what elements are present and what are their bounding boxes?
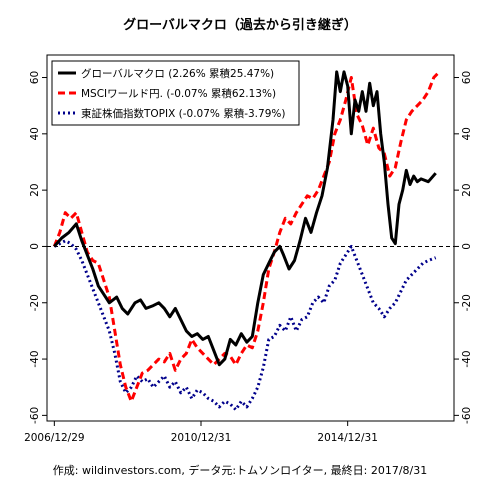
axes-layer: -60 -60 -40 -40 -20 -20 0 0 20 20 40 40 60 60 2006/12/… <box>24 71 473 444</box>
y-tick-label-right: -40 <box>461 350 473 367</box>
y-tick-label-left: -40 <box>29 350 41 367</box>
y-tick-label-left: -60 <box>29 407 41 424</box>
y-tick-label-left: 40 <box>29 127 41 140</box>
y-tick-label-left: 20 <box>29 183 41 196</box>
series-layer <box>52 70 441 412</box>
series-line-global-macro <box>53 70 437 367</box>
series-line-topix <box>53 239 437 412</box>
x-tick-label: 2014/12/31 <box>317 432 378 444</box>
legend-label-msci-world: MSCIワールド円. (-0.07% 累積62.13%) <box>81 87 276 100</box>
legend-box <box>51 60 300 126</box>
y-tick-label-right: -60 <box>461 407 473 424</box>
plot-frame <box>46 54 455 422</box>
legend: グローバルマクロ (2.26% 累積25.47%) MSCIワールド円. (-0… <box>51 60 300 126</box>
legend-label-topix: 東証株価指数TOPIX (-0.07% 累積-3.79%) <box>81 107 285 120</box>
y-tick-label-left: 0 <box>29 243 41 250</box>
y-tick-label-left: -20 <box>29 294 41 311</box>
x-tick-label: 2006/12/29 <box>24 432 85 444</box>
y-tick-label-right: 60 <box>461 71 473 84</box>
x-tick-label: 2010/12/31 <box>171 432 232 444</box>
y-tick-label-left: 60 <box>29 71 41 84</box>
series-line-msci-world <box>52 70 441 403</box>
legend-label-global-macro: グローバルマクロ (2.26% 累積25.47%) <box>81 67 274 80</box>
y-tick-label-right: 40 <box>461 127 473 140</box>
y-tick-label-right: 20 <box>461 183 473 196</box>
y-tick-label-right: 0 <box>461 243 473 250</box>
chart-footer: 作成: wildinvestors.com, データ元:トムソンロイター, 最終… <box>53 463 427 477</box>
y-tick-label-right: -20 <box>461 294 473 311</box>
chart-title: グローバルマクロ（過去から引き継ぎ） <box>123 17 357 33</box>
